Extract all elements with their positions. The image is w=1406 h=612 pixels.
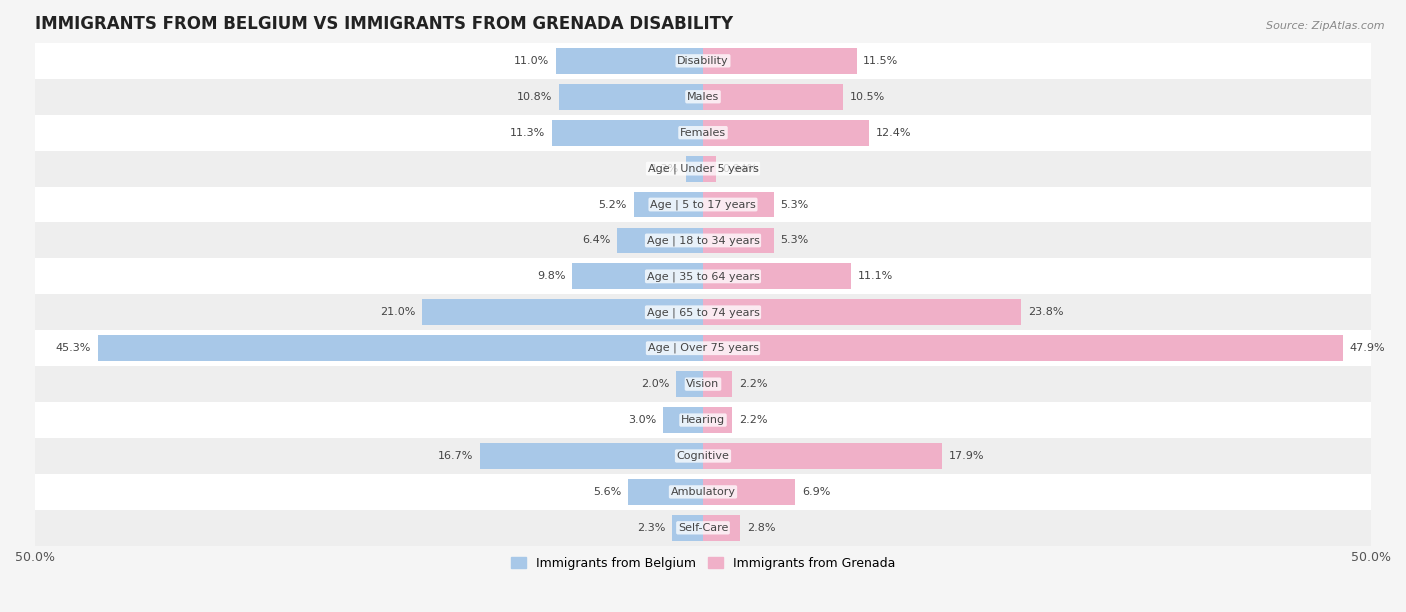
Text: Self-Care: Self-Care bbox=[678, 523, 728, 533]
Text: Age | 35 to 64 years: Age | 35 to 64 years bbox=[647, 271, 759, 282]
Text: Disability: Disability bbox=[678, 56, 728, 66]
Bar bbox=[35, 330, 1371, 366]
Bar bbox=[703, 228, 773, 253]
Bar bbox=[634, 192, 703, 217]
Text: 2.2%: 2.2% bbox=[740, 379, 768, 389]
Text: Hearing: Hearing bbox=[681, 415, 725, 425]
Text: 11.1%: 11.1% bbox=[858, 271, 893, 282]
Bar bbox=[703, 120, 869, 146]
Bar bbox=[686, 155, 703, 182]
Bar bbox=[572, 263, 703, 289]
Bar bbox=[555, 48, 703, 74]
Bar bbox=[35, 43, 1371, 79]
Text: 2.0%: 2.0% bbox=[641, 379, 669, 389]
Text: 5.3%: 5.3% bbox=[780, 200, 808, 209]
Bar bbox=[35, 474, 1371, 510]
Text: Vision: Vision bbox=[686, 379, 720, 389]
Text: 2.8%: 2.8% bbox=[747, 523, 776, 533]
Text: Age | 18 to 34 years: Age | 18 to 34 years bbox=[647, 235, 759, 245]
Text: 6.9%: 6.9% bbox=[801, 487, 830, 497]
Text: 10.8%: 10.8% bbox=[516, 92, 553, 102]
Bar bbox=[98, 335, 703, 361]
Text: 5.6%: 5.6% bbox=[593, 487, 621, 497]
Text: 0.94%: 0.94% bbox=[723, 163, 758, 174]
Text: Males: Males bbox=[688, 92, 718, 102]
Text: 5.3%: 5.3% bbox=[780, 236, 808, 245]
Bar bbox=[35, 258, 1371, 294]
Bar bbox=[703, 407, 733, 433]
Bar bbox=[35, 510, 1371, 546]
Bar bbox=[703, 192, 773, 217]
Text: 11.0%: 11.0% bbox=[515, 56, 550, 66]
Text: 5.2%: 5.2% bbox=[599, 200, 627, 209]
Text: 10.5%: 10.5% bbox=[851, 92, 886, 102]
Bar bbox=[672, 515, 703, 541]
Bar bbox=[35, 114, 1371, 151]
Bar bbox=[35, 438, 1371, 474]
Bar bbox=[558, 84, 703, 110]
Bar bbox=[703, 515, 741, 541]
Text: 21.0%: 21.0% bbox=[381, 307, 416, 317]
Text: Age | Under 5 years: Age | Under 5 years bbox=[648, 163, 758, 174]
Bar bbox=[703, 479, 796, 505]
Text: IMMIGRANTS FROM BELGIUM VS IMMIGRANTS FROM GRENADA DISABILITY: IMMIGRANTS FROM BELGIUM VS IMMIGRANTS FR… bbox=[35, 15, 733, 33]
Text: Cognitive: Cognitive bbox=[676, 451, 730, 461]
Text: 11.5%: 11.5% bbox=[863, 56, 898, 66]
Text: 11.3%: 11.3% bbox=[510, 128, 546, 138]
Text: 2.2%: 2.2% bbox=[740, 415, 768, 425]
Text: 17.9%: 17.9% bbox=[949, 451, 984, 461]
Bar bbox=[703, 335, 1343, 361]
Bar bbox=[35, 223, 1371, 258]
Bar bbox=[479, 443, 703, 469]
Bar bbox=[422, 299, 703, 325]
Bar bbox=[35, 294, 1371, 330]
Text: 9.8%: 9.8% bbox=[537, 271, 565, 282]
Text: 12.4%: 12.4% bbox=[876, 128, 911, 138]
Text: 47.9%: 47.9% bbox=[1350, 343, 1385, 353]
Bar bbox=[676, 371, 703, 397]
Bar bbox=[703, 443, 942, 469]
Bar bbox=[35, 79, 1371, 114]
Bar bbox=[703, 155, 716, 182]
Bar bbox=[617, 228, 703, 253]
Text: 23.8%: 23.8% bbox=[1028, 307, 1063, 317]
Text: 2.3%: 2.3% bbox=[637, 523, 665, 533]
Text: Females: Females bbox=[681, 128, 725, 138]
Bar bbox=[628, 479, 703, 505]
Bar bbox=[703, 84, 844, 110]
Bar bbox=[703, 371, 733, 397]
Bar bbox=[703, 263, 851, 289]
Bar bbox=[553, 120, 703, 146]
Bar bbox=[35, 366, 1371, 402]
Legend: Immigrants from Belgium, Immigrants from Grenada: Immigrants from Belgium, Immigrants from… bbox=[506, 552, 900, 575]
Bar bbox=[662, 407, 703, 433]
Text: 45.3%: 45.3% bbox=[56, 343, 91, 353]
Text: 3.0%: 3.0% bbox=[628, 415, 657, 425]
Text: Ambulatory: Ambulatory bbox=[671, 487, 735, 497]
Text: Age | 65 to 74 years: Age | 65 to 74 years bbox=[647, 307, 759, 318]
Bar bbox=[703, 299, 1021, 325]
Text: 6.4%: 6.4% bbox=[582, 236, 610, 245]
Text: Age | 5 to 17 years: Age | 5 to 17 years bbox=[650, 200, 756, 210]
Bar bbox=[703, 48, 856, 74]
Text: Source: ZipAtlas.com: Source: ZipAtlas.com bbox=[1267, 21, 1385, 31]
Text: 1.3%: 1.3% bbox=[651, 163, 679, 174]
Bar bbox=[35, 402, 1371, 438]
Bar bbox=[35, 151, 1371, 187]
Bar bbox=[35, 187, 1371, 223]
Text: 16.7%: 16.7% bbox=[437, 451, 474, 461]
Text: Age | Over 75 years: Age | Over 75 years bbox=[648, 343, 758, 354]
